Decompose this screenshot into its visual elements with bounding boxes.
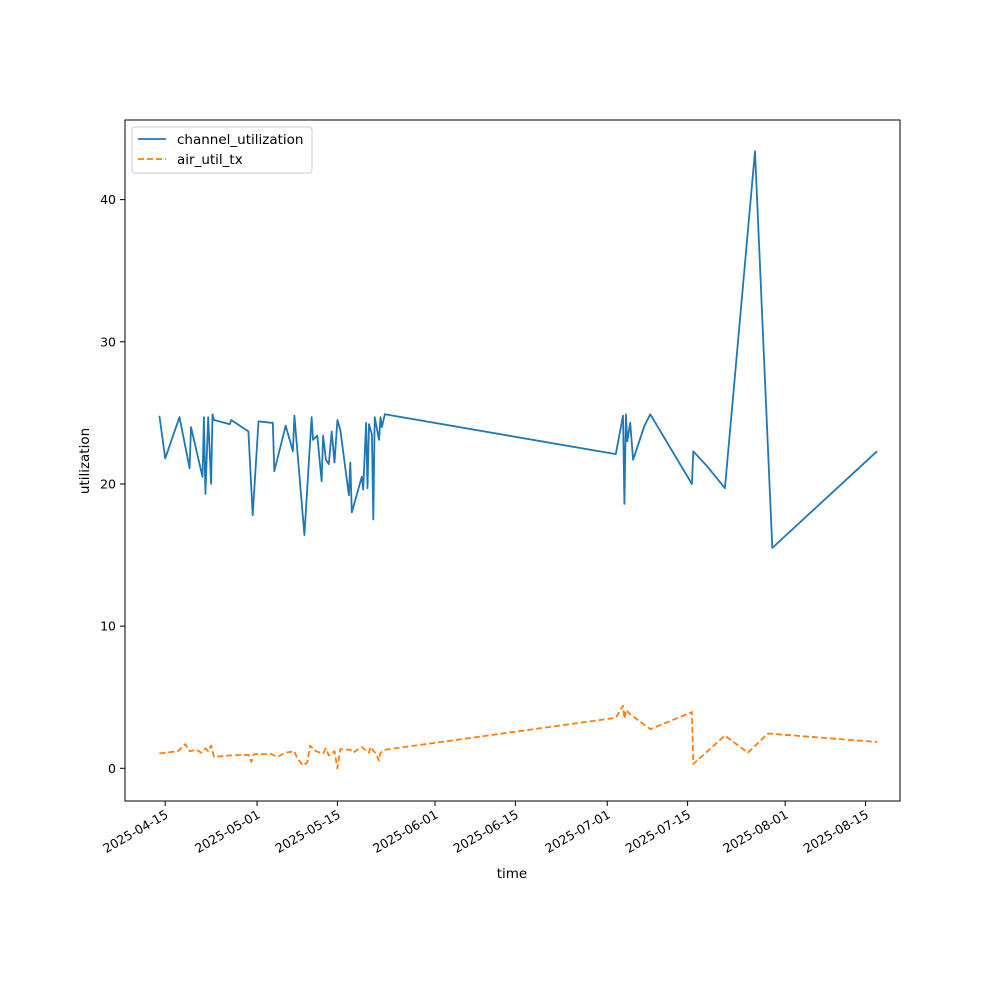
legend-label-channel-utilization: channel_utilization <box>177 132 304 148</box>
y-tick-label: 20 <box>100 476 116 491</box>
plot-frame <box>124 119 901 802</box>
legend-box <box>131 126 313 174</box>
series-line-air-util-tx <box>159 704 878 770</box>
legend-label-air-util-tx: air_util_tx <box>177 152 243 168</box>
legend: channel_utilization air_util_tx <box>131 126 313 174</box>
y-axis: 0 10 20 30 40 <box>100 192 125 776</box>
x-axis-label: time <box>497 866 528 882</box>
y-tick-label: 40 <box>100 192 116 207</box>
series-layer <box>158 150 878 770</box>
y-tick-label: 30 <box>100 334 116 349</box>
y-axis-label: utilization <box>77 428 93 494</box>
series-line-channel-utilization <box>158 150 878 549</box>
y-tick-label: 0 <box>108 761 116 776</box>
y-tick-label: 10 <box>100 619 116 634</box>
